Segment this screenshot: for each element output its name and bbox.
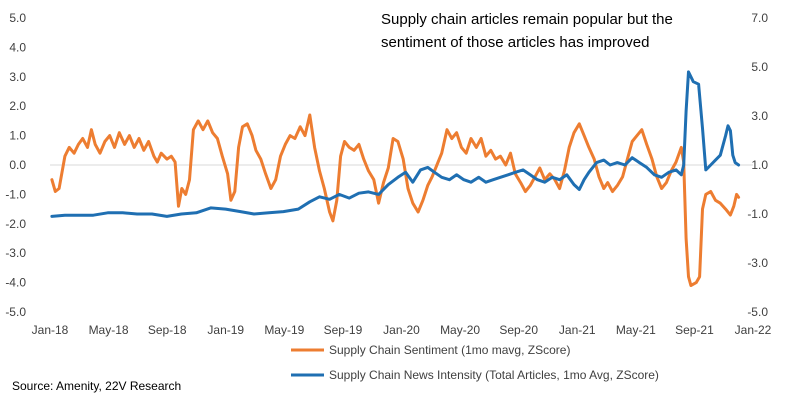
- x-tick-label: Jan-22: [735, 323, 772, 337]
- y-right-tick-label: -1.0: [747, 207, 768, 221]
- y-left-tick-label: 2.0: [9, 99, 26, 113]
- x-tick-label: May-18: [89, 323, 129, 337]
- y-left-tick-label: 3.0: [9, 70, 26, 84]
- x-tick-label: Sep-20: [499, 323, 538, 337]
- x-tick-label: Sep-21: [675, 323, 714, 337]
- chart-title-line-1: Supply chain articles remain popular but…: [381, 11, 673, 28]
- y-left-tick-label: -3.0: [5, 246, 26, 260]
- y-right-tick-label: 5.0: [751, 60, 768, 74]
- y-right-tick-label: 7.0: [751, 11, 768, 25]
- x-tick-label: May-19: [264, 323, 304, 337]
- y-right-tick-label: -5.0: [747, 305, 768, 319]
- legend-label-news-intensity: Supply Chain News Intensity (Total Artic…: [329, 368, 659, 382]
- y-left-tick-label: -5.0: [5, 305, 26, 319]
- x-tick-label: Jan-20: [383, 323, 420, 337]
- x-tick-label: Sep-18: [148, 323, 187, 337]
- x-tick-label: Jan-18: [32, 323, 69, 337]
- y-left-tick-label: 5.0: [9, 11, 26, 25]
- x-tick-label: May-20: [440, 323, 480, 337]
- y-right-tick-label: 3.0: [751, 109, 768, 123]
- y-left-tick-label: -2.0: [5, 217, 26, 231]
- series-lines: [50, 70, 741, 287]
- y-right-tick-label: 1.0: [751, 158, 768, 172]
- legend-label-sentiment: Supply Chain Sentiment (1mo mavg, ZScore…: [329, 343, 570, 357]
- legend: Supply Chain Sentiment (1mo mavg, ZScore…: [291, 343, 659, 382]
- y-right-tick-label: -3.0: [747, 256, 768, 270]
- x-tick-label: Jan-21: [559, 323, 596, 337]
- axes: -5.0 -4.0 -3.0 -2.0 -1.0 0.0 1.0 2.0 3.0 4.0 5.0 -5…: [5, 11, 771, 337]
- y-left-tick-label: -4.0: [5, 276, 26, 290]
- series-line-news-intensity: [50, 70, 741, 218]
- x-tick-label: May-21: [616, 323, 656, 337]
- source-note: Source: Amenity, 22V Research: [12, 379, 181, 393]
- x-tick-label: Jan-19: [207, 323, 244, 337]
- series-line-sentiment: [50, 113, 741, 287]
- y-left-tick-label: 1.0: [9, 129, 26, 143]
- y-left-tick-label: 4.0: [9, 40, 26, 54]
- y-left-tick-label: -1.0: [5, 187, 26, 201]
- y-left-tick-label: 0.0: [9, 158, 26, 172]
- chart-title-line-2: sentiment of those articles has improved: [381, 34, 649, 51]
- x-tick-label: Sep-19: [324, 323, 363, 337]
